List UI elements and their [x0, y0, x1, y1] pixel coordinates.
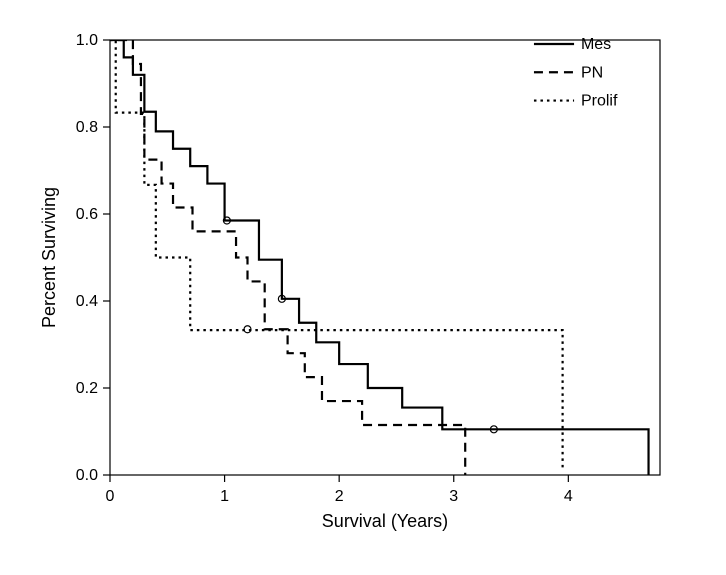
y-tick-label: 0.4: [76, 293, 98, 310]
x-tick-label: 2: [335, 488, 344, 505]
x-tick-label: 1: [220, 488, 229, 505]
series-prolif: [110, 40, 563, 471]
x-tick-label: 0: [106, 488, 115, 505]
y-tick-label: 0.2: [76, 380, 98, 397]
y-tick-label: 0.8: [76, 119, 98, 136]
y-axis-label: Percent Surviving: [39, 187, 59, 328]
plot-area: [110, 40, 649, 475]
x-axis-label: Survival (Years): [322, 511, 448, 531]
series-pn: [118, 40, 465, 475]
legend-label-mes: Mes: [581, 36, 611, 53]
x-tick-label: 4: [564, 488, 573, 505]
legend-label-prolif: Prolif: [581, 93, 618, 110]
series-mes: [110, 40, 649, 475]
y-tick-label: 1.0: [76, 32, 98, 49]
y-tick-label: 0.6: [76, 206, 98, 223]
y-tick-label: 0.0: [76, 467, 98, 484]
survival-chart: 0 1 2 3 4 0.0 0.2 0.4 0.6 0.8 1.0 Survival (Years) P…: [0, 0, 726, 575]
x-tick-label: 3: [449, 488, 458, 505]
plot-frame: [110, 40, 660, 475]
legend-label-pn: PN: [581, 64, 603, 81]
